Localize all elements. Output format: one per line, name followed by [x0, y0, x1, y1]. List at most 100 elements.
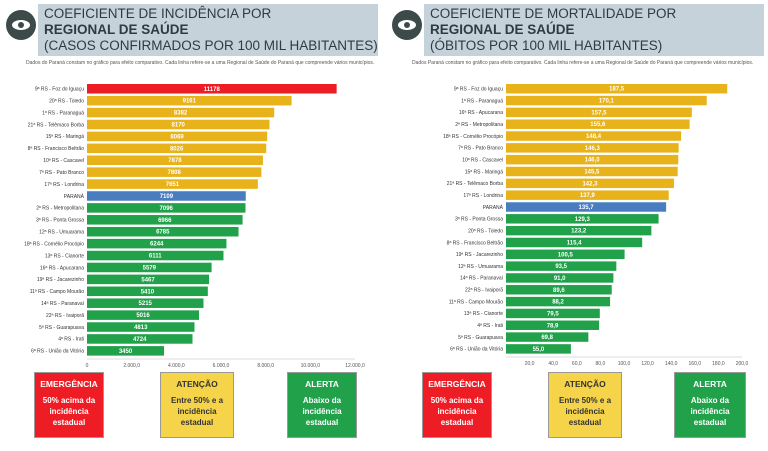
bar — [506, 332, 589, 342]
x-tick-label: 140,0 — [665, 361, 678, 367]
mortality-note: Dados Paraná constam no gráfico para efe… — [412, 60, 754, 66]
bar — [506, 143, 679, 153]
value-label: 79,5 — [547, 311, 559, 317]
bar — [506, 84, 728, 94]
bar — [506, 249, 625, 260]
value-label: 8170 — [172, 123, 186, 129]
category-label: 20ª RS - Toledo — [468, 228, 503, 234]
legend-emergencia-desc-3: estadual — [52, 418, 86, 427]
value-label: 7808 — [168, 170, 182, 176]
category-label: 8ª RS - Francisco Beltrão — [447, 240, 504, 246]
x-tick-label: 160,0 — [689, 361, 702, 367]
value-label: 5016 — [136, 313, 150, 319]
value-label: 123,2 — [571, 229, 587, 235]
bar — [87, 334, 193, 344]
incidence-title-line1: COEFICIENTE DE INCIDÊNCIA POR — [44, 6, 272, 21]
legend-emergencia-desc-1: 50% acima da — [430, 396, 484, 405]
bar — [87, 250, 224, 261]
value-label: 142,3 — [582, 181, 598, 187]
bar — [87, 322, 195, 332]
category-label: 2ª RS - Metropolitana — [36, 206, 84, 212]
category-label: 15ª RS - Maringá — [465, 169, 503, 175]
bar — [506, 178, 674, 189]
category-label: 19ª RS - Jacarezinho — [456, 252, 503, 258]
value-label: 6966 — [158, 218, 172, 224]
legend-emergencia-desc: 50% acima da incidência estadual — [35, 395, 103, 428]
value-label: 170,1 — [599, 99, 615, 105]
legend-atencao-desc-2: incidência — [565, 407, 605, 416]
category-label: 21ª RS - Telêmaco Borba — [447, 181, 503, 187]
value-label: 4813 — [134, 325, 148, 331]
bar — [87, 226, 239, 237]
category-label: 18ª RS - Cornélio Procópio — [24, 241, 84, 247]
bar — [87, 107, 275, 118]
value-label: 11178 — [204, 87, 221, 93]
value-label: 8382 — [174, 111, 188, 117]
x-tick-label: 8.000,0 — [257, 363, 274, 369]
category-label: 5ª RS - Guarapuava — [458, 335, 503, 341]
category-label: 3ª RS - Ponta Grossa — [455, 217, 503, 223]
mortality-title-line1: COEFICIENTE DE MORTALIDADE POR — [430, 6, 677, 21]
value-label: 7109 — [160, 194, 174, 200]
value-label: 157,5 — [591, 110, 607, 116]
value-label: 88,2 — [552, 300, 564, 306]
x-tick-label: 60,0 — [572, 361, 582, 367]
value-label: 7878 — [168, 158, 182, 164]
legend-emergencia-title: EMERGÊNCIA — [40, 379, 98, 389]
category-label: 19ª RS - Jacarezinho — [37, 277, 84, 283]
eye-logo-icon — [6, 10, 36, 40]
bar — [506, 237, 643, 248]
category-label: 7ª RS - Pato Branco — [458, 146, 503, 152]
legend-atencao-desc-1: Entre 50% e a — [558, 396, 612, 405]
incidence-title-box: COEFICIENTE DE INCIDÊNCIA POR REGIONAL D… — [38, 4, 378, 56]
bar — [87, 215, 243, 225]
value-label: 5467 — [141, 277, 155, 283]
x-tick-label: 4.000,0 — [168, 363, 185, 369]
x-tick-label: 200,0 — [736, 361, 749, 367]
value-label: 137,9 — [580, 193, 596, 199]
category-label: 17ª RS - Londrina — [44, 182, 84, 188]
legend-emergencia-desc-2: incidência — [437, 407, 477, 416]
legend-alerta: ALERTA Abaixo da incidência estadual — [674, 372, 746, 438]
category-label: 10ª RS - Cascavel — [43, 158, 84, 164]
x-tick-label: 180,0 — [712, 361, 725, 367]
legend-atencao-desc-2: incidência — [177, 407, 217, 416]
x-tick-label: 20,0 — [525, 361, 535, 367]
bar — [87, 310, 200, 320]
bar — [87, 286, 208, 297]
legend-atencao-desc-1: Entre 50% e a — [170, 396, 224, 405]
legend-alerta: ALERTA Abaixo da incidência estadual — [287, 372, 357, 438]
legend-atencao-desc: Entre 50% e a incidência estadual — [549, 395, 621, 428]
bar — [506, 119, 690, 129]
bar — [87, 143, 267, 154]
category-label: 5ª RS - Guarapuava — [39, 325, 84, 331]
x-tick-label: 80,0 — [596, 361, 606, 367]
category-label: PARANÁ — [483, 204, 504, 211]
bar — [87, 84, 337, 94]
legend-alerta-desc-2: incidência — [302, 407, 342, 416]
legend-alerta-desc-3: estadual — [305, 418, 339, 427]
category-label: 14ª RS - Paranavaí — [41, 301, 85, 307]
bar — [506, 273, 614, 283]
legend-alerta-desc: Abaixo da incidência estadual — [288, 395, 356, 428]
mortality-panel: COEFICIENTE DE MORTALIDADE POR REGIONAL … — [386, 0, 766, 451]
bar — [506, 225, 652, 236]
category-label: 9ª RS - Foz do Iguaçu — [454, 87, 503, 93]
value-label: 3450 — [119, 349, 133, 355]
category-label: PARANÁ — [64, 193, 85, 200]
bar — [87, 274, 210, 285]
incidence-panel: COEFICIENTE DE INCIDÊNCIA POR REGIONAL D… — [0, 0, 380, 451]
legend-atencao: ATENÇÃO Entre 50% e a incidência estadua… — [548, 372, 622, 438]
value-label: 148,4 — [586, 134, 602, 140]
bar — [506, 166, 678, 177]
value-label: 187,5 — [609, 87, 625, 93]
category-label: 22ª RS - Ivaiporã — [46, 313, 84, 319]
category-label: 16ª RS - Apucarana — [40, 265, 84, 271]
category-label: 8ª RS - Francisco Beltrão — [28, 146, 85, 152]
value-label: 69,8 — [541, 335, 553, 341]
value-label: 91,0 — [554, 276, 566, 282]
value-label: 135,7 — [579, 205, 595, 211]
bar — [506, 285, 612, 295]
x-tick-label: 10.000,0 — [301, 363, 321, 369]
category-label: 14ª RS - Paranavaí — [460, 276, 504, 282]
